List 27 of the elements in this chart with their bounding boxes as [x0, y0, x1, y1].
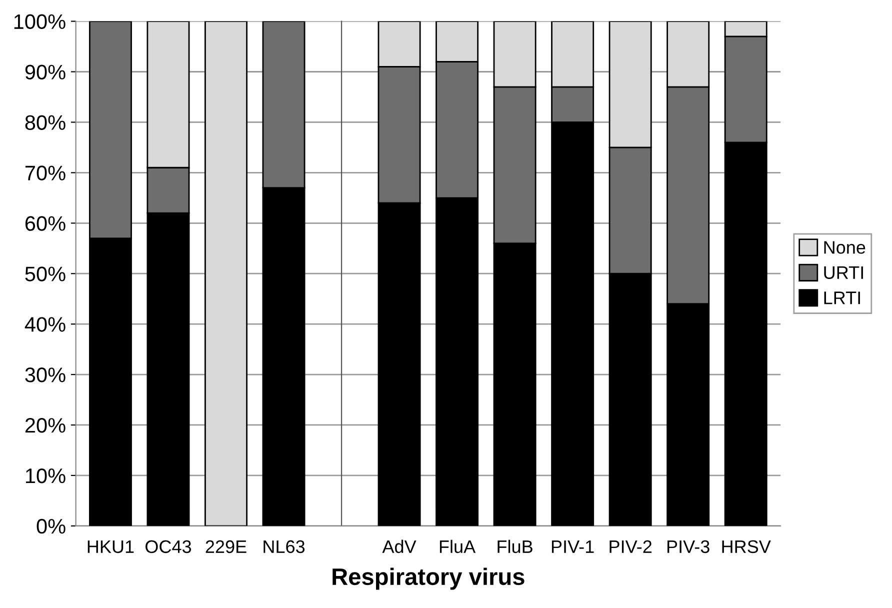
- y-tick-label: 20%: [25, 418, 66, 433]
- legend-label: URTI: [824, 266, 863, 280]
- x-tick-label: NL63: [264, 540, 305, 554]
- x-tick-label: HRSV: [722, 540, 771, 554]
- y-tick-label: 0%: [36, 518, 66, 534]
- x-axis-title: Respiratory virus: [332, 568, 524, 590]
- x-tick-label: FluB: [498, 540, 532, 554]
- x-tick-label: OC43: [146, 540, 192, 554]
- y-tick-label: 30%: [25, 368, 66, 382]
- y-tick-label: 100%: [14, 14, 66, 30]
- y-tick-label: 50%: [25, 266, 66, 282]
- x-tick-label: PIV-2: [610, 540, 652, 553]
- x-tick-label: 229E: [206, 540, 246, 554]
- y-tick-label: 90%: [25, 64, 66, 80]
- y-tick-label: 80%: [25, 115, 66, 130]
- x-tick-label: PIV-1: [552, 540, 594, 553]
- y-tick-label: 60%: [25, 216, 66, 231]
- legend-label: LRTI: [824, 292, 860, 304]
- x-tick-label: PIV-3: [667, 540, 710, 554]
- y-tick-label: 40%: [24, 317, 66, 332]
- legend-label: None: [824, 241, 866, 254]
- y-tick-label: 10%: [26, 468, 66, 484]
- x-tick-label: AdV: [382, 540, 416, 554]
- bar: [204, 21, 248, 526]
- x-tick-label: FluA: [440, 540, 476, 554]
- x-tick-label: HKU1: [88, 540, 134, 554]
- y-tick-label: 70%: [25, 166, 66, 180]
